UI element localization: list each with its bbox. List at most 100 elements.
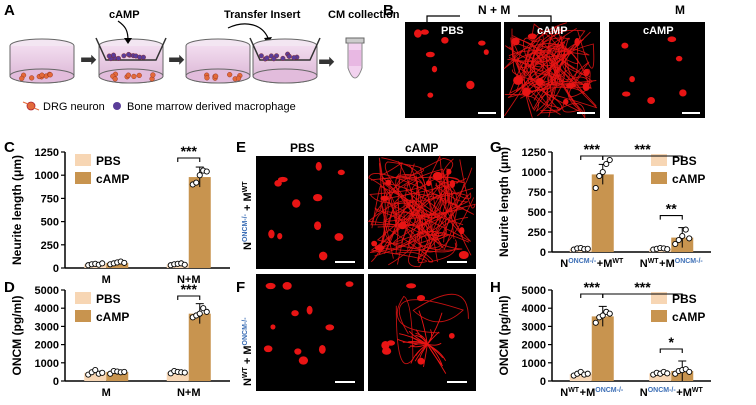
data-point	[121, 368, 128, 375]
neurite	[371, 185, 468, 242]
legend-swatch	[75, 310, 91, 322]
data-point	[606, 310, 613, 317]
cell-body	[466, 80, 475, 90]
neurite	[427, 342, 442, 346]
cell-body	[513, 75, 523, 85]
cell-icon	[204, 75, 210, 81]
cell-body	[511, 37, 520, 46]
panel-label-h: H	[490, 279, 501, 296]
sig-label: *	[669, 334, 675, 350]
arrowhead-icon	[124, 38, 132, 44]
cell-icon	[227, 72, 233, 78]
data-point	[686, 368, 693, 375]
chart-d: 0 1000 2000 3000 4000 5000 ONCM (pg/ml) M N+M PBS…	[10, 281, 230, 399]
panel-label-c: C	[4, 139, 15, 156]
data-point	[686, 235, 693, 242]
legend-swatch	[75, 292, 91, 304]
cell-body	[535, 78, 544, 87]
panel-label-g: G	[490, 139, 502, 156]
data-point	[99, 260, 106, 267]
macrophage-icon	[113, 102, 121, 110]
sig-label: ***	[634, 141, 651, 157]
cell-body	[386, 340, 396, 346]
cell-body	[374, 244, 385, 251]
y-tick-label: 250	[41, 240, 59, 252]
legend-label: cAMP	[672, 172, 705, 186]
bar	[106, 371, 129, 381]
y-tick-label: 3000	[522, 321, 546, 333]
neurite	[427, 343, 444, 367]
cell-body	[398, 221, 407, 230]
step-cm-label: CM collection	[328, 9, 400, 21]
neurite	[398, 293, 469, 335]
cell-body	[425, 180, 432, 187]
cell-body	[621, 42, 629, 49]
cell-body	[345, 281, 354, 287]
cell-body	[622, 91, 631, 97]
cell-body	[318, 345, 326, 354]
neurite	[408, 341, 428, 345]
panel-f: F NWT + MONCM-/-	[236, 274, 476, 391]
y-tick-label: 0	[540, 376, 546, 388]
image-label-pbs: PBS	[441, 25, 464, 37]
cell-icon	[291, 55, 297, 61]
neurite	[427, 312, 443, 345]
cell-icon	[115, 55, 121, 61]
sig-bracket	[659, 215, 683, 220]
category-label: NONCM-/- +MWT	[640, 387, 704, 399]
step-camp-label: cAMP	[109, 9, 140, 21]
chart-c: 0 250 500 750 1000 1250 Neurite length (μm) M N+…	[10, 143, 230, 286]
neurite	[523, 36, 571, 71]
data-point	[203, 308, 210, 315]
cell-body	[406, 283, 417, 289]
scale-bar	[335, 381, 355, 383]
y-tick-label: 1000	[522, 167, 546, 179]
data-point	[599, 168, 606, 176]
legend-swatch	[75, 172, 91, 184]
cell-body	[449, 179, 456, 189]
cell-body	[291, 310, 299, 317]
cell-body	[675, 55, 683, 62]
image-label-camp: cAMP	[537, 25, 568, 37]
panel-label-b: B	[383, 2, 394, 19]
data-point	[682, 226, 689, 233]
y-axis-label: Neurite length (μm)	[497, 147, 511, 257]
data-point	[664, 246, 671, 253]
y-tick-label: 1250	[35, 147, 59, 159]
cell-icon	[280, 55, 286, 61]
cell-icon	[112, 76, 118, 82]
cell-body	[416, 295, 426, 302]
y-tick-label: 0	[53, 376, 59, 388]
arrow-right-icon: ➡	[168, 49, 185, 71]
micrograph-pbs	[405, 22, 501, 118]
category-label: N+M	[177, 387, 201, 399]
cell-body	[427, 92, 434, 98]
cell-icon	[126, 51, 132, 57]
cell-body	[318, 251, 328, 261]
neurite	[419, 343, 428, 359]
cell-icon	[39, 72, 45, 78]
sig-bracket	[177, 157, 201, 162]
y-tick-label: 5000	[35, 285, 59, 297]
cell-body	[432, 171, 443, 181]
cell-icon	[235, 75, 242, 81]
data-point	[592, 184, 599, 192]
cell-icon	[264, 55, 270, 61]
micrograph-f-pbs	[256, 274, 364, 391]
cell-body	[565, 83, 576, 89]
neurite	[427, 331, 440, 345]
y-tick-label: 0	[540, 247, 546, 259]
step-transfer-label: Transfer Insert	[224, 9, 301, 21]
cell-body	[371, 240, 378, 247]
data-point	[196, 310, 203, 317]
y-tick-label: 4000	[522, 303, 546, 315]
culture-dish-icon	[9, 38, 75, 84]
cell-icon	[213, 73, 219, 79]
scale-bar	[447, 261, 467, 263]
neurite	[388, 187, 463, 245]
data-point	[599, 312, 606, 319]
cell-icon	[271, 56, 277, 62]
y-tick-label: 250	[528, 227, 546, 239]
cell-body	[263, 345, 273, 353]
